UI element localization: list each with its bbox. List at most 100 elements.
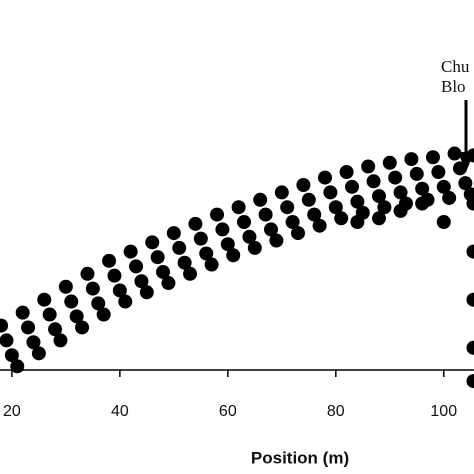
x-tick-label: 80 bbox=[327, 403, 345, 420]
point bbox=[123, 244, 138, 259]
point bbox=[96, 307, 111, 322]
point bbox=[377, 200, 392, 215]
point bbox=[350, 215, 365, 229]
point bbox=[75, 320, 90, 335]
point bbox=[466, 244, 474, 259]
point bbox=[280, 200, 295, 215]
point bbox=[350, 194, 365, 209]
point bbox=[150, 250, 165, 265]
point bbox=[301, 192, 316, 207]
point bbox=[317, 170, 332, 185]
point bbox=[4, 348, 19, 363]
point bbox=[361, 159, 376, 174]
point bbox=[323, 185, 338, 200]
point bbox=[15, 305, 30, 320]
point bbox=[466, 196, 474, 211]
point bbox=[436, 215, 451, 229]
x-tick-label: 60 bbox=[219, 403, 237, 420]
point bbox=[177, 255, 192, 270]
point bbox=[393, 185, 408, 200]
point bbox=[21, 320, 36, 335]
point bbox=[447, 146, 462, 161]
point bbox=[269, 233, 284, 248]
point bbox=[247, 240, 262, 255]
point bbox=[415, 181, 430, 196]
point bbox=[166, 226, 181, 241]
point bbox=[388, 170, 403, 185]
point bbox=[215, 222, 230, 237]
point bbox=[237, 215, 252, 229]
point bbox=[436, 179, 451, 194]
point bbox=[242, 229, 257, 244]
point bbox=[415, 196, 430, 211]
point bbox=[37, 292, 52, 307]
point bbox=[344, 179, 359, 194]
point bbox=[69, 309, 84, 324]
point bbox=[85, 281, 100, 296]
point bbox=[442, 190, 457, 205]
point bbox=[64, 294, 79, 309]
point bbox=[80, 266, 95, 281]
point bbox=[307, 207, 322, 222]
point bbox=[231, 200, 246, 215]
point bbox=[112, 283, 127, 298]
point bbox=[328, 200, 343, 215]
point bbox=[466, 374, 474, 389]
point bbox=[183, 266, 198, 281]
point bbox=[31, 346, 46, 361]
point bbox=[291, 226, 306, 241]
point bbox=[226, 248, 241, 263]
point bbox=[156, 264, 171, 279]
point bbox=[366, 174, 381, 189]
point bbox=[42, 307, 57, 322]
point bbox=[10, 359, 25, 374]
point bbox=[199, 246, 214, 261]
point bbox=[466, 340, 474, 355]
point bbox=[193, 231, 208, 246]
point bbox=[458, 176, 473, 191]
point bbox=[0, 333, 14, 348]
point bbox=[409, 166, 424, 181]
point bbox=[404, 152, 419, 167]
point bbox=[258, 207, 273, 222]
point bbox=[91, 296, 106, 311]
annotation: Chu bbox=[441, 57, 470, 76]
point bbox=[48, 322, 63, 337]
point bbox=[371, 211, 386, 226]
point bbox=[339, 165, 354, 180]
point bbox=[145, 235, 160, 250]
point bbox=[334, 211, 349, 226]
point bbox=[172, 240, 187, 255]
point bbox=[139, 285, 154, 300]
point bbox=[210, 207, 225, 222]
point bbox=[26, 335, 41, 350]
x-tick-label: 20 bbox=[3, 403, 21, 420]
point bbox=[107, 268, 122, 283]
point bbox=[312, 218, 327, 233]
point bbox=[204, 257, 219, 272]
point bbox=[253, 192, 268, 207]
point bbox=[382, 155, 397, 170]
point bbox=[452, 161, 467, 176]
point bbox=[264, 222, 279, 237]
point bbox=[274, 185, 289, 200]
point bbox=[134, 274, 149, 289]
point bbox=[58, 279, 73, 294]
point bbox=[102, 253, 117, 268]
annotation: Blo bbox=[441, 77, 466, 96]
point bbox=[53, 333, 68, 348]
point bbox=[161, 276, 176, 291]
point bbox=[296, 178, 311, 192]
point bbox=[431, 165, 446, 180]
point bbox=[129, 259, 144, 274]
point bbox=[466, 292, 474, 307]
point bbox=[118, 294, 133, 309]
x-axis-title: Position (m) bbox=[251, 448, 349, 467]
x-tick-label: 100 bbox=[430, 403, 457, 420]
point bbox=[393, 203, 408, 218]
point bbox=[188, 216, 203, 231]
point bbox=[425, 150, 440, 165]
point bbox=[285, 215, 300, 229]
point bbox=[466, 148, 474, 163]
